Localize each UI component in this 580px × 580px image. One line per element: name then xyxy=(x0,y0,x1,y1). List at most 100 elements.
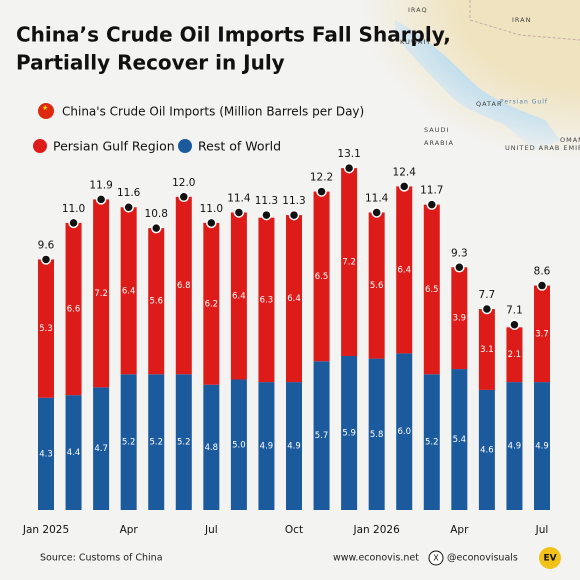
total-label: 12.2 xyxy=(310,172,333,184)
website: www.econovis.net xyxy=(333,553,419,564)
total-label: 11.6 xyxy=(117,187,141,199)
map-label: QATAR xyxy=(476,100,503,108)
map-label: ARABIA xyxy=(424,139,454,147)
total-label: 11.9 xyxy=(89,179,112,191)
bar-segment xyxy=(313,191,330,362)
total-dot xyxy=(509,319,520,330)
total-dot xyxy=(178,191,190,203)
bar-segment xyxy=(175,196,192,375)
value-label: 5.8 xyxy=(370,430,384,440)
total-dot xyxy=(536,280,548,291)
logo: EV xyxy=(543,554,556,564)
map-label: UNITED ARAB EMIRATES xyxy=(505,144,580,152)
bar-segment xyxy=(120,374,137,510)
bar-segment xyxy=(506,327,523,383)
total-label: 11.3 xyxy=(255,195,278,207)
bar-segment xyxy=(93,387,110,510)
bar-segment xyxy=(175,374,192,510)
total-label: 11.4 xyxy=(365,192,389,204)
source: Source: Customs of China xyxy=(40,553,163,564)
value-label: 5.2 xyxy=(149,438,163,448)
bar-segment xyxy=(286,215,302,383)
value-label: 4.4 xyxy=(67,448,81,458)
value-label: 5.7 xyxy=(315,431,329,441)
map-label: KUWAIT xyxy=(400,38,431,46)
total-dot xyxy=(150,222,162,234)
bar-segment xyxy=(38,259,54,398)
bar-segment xyxy=(396,186,413,354)
map xyxy=(360,0,580,160)
value-label: 5.0 xyxy=(232,440,246,450)
total-label: 10.8 xyxy=(145,208,168,220)
x-tick-label: Apr xyxy=(120,524,139,536)
x-tick-label: Jan 2026 xyxy=(353,524,401,536)
bar-segment xyxy=(203,384,220,510)
bar-segment xyxy=(341,168,358,357)
bar-segment xyxy=(93,199,110,388)
value-label: 5.2 xyxy=(177,438,191,448)
bar-segment xyxy=(230,379,247,510)
total-label: 11.7 xyxy=(420,185,443,197)
bar-segment xyxy=(65,395,82,510)
total-dot xyxy=(481,303,493,315)
value-label: 3.1 xyxy=(480,345,494,355)
value-label: 4.3 xyxy=(39,449,53,459)
title: China’s Crude Oil Imports Fall Sharply, xyxy=(16,23,451,47)
x-tick-label: Apr xyxy=(450,524,469,536)
total-dot xyxy=(371,207,382,218)
value-label: 3.7 xyxy=(535,329,549,339)
legend-label: Rest of World xyxy=(198,139,281,154)
total-dot xyxy=(123,201,134,213)
bar-segment xyxy=(286,382,302,510)
value-label: 5.9 xyxy=(342,429,356,439)
bar-segment xyxy=(341,356,358,510)
map-label: SAUDI xyxy=(424,126,449,134)
total-dot xyxy=(40,254,52,265)
value-label: 6.5 xyxy=(315,272,329,282)
value-label: 6.2 xyxy=(205,299,219,309)
bar-segment xyxy=(368,358,385,510)
bar-segment xyxy=(148,374,165,510)
value-label: 7.2 xyxy=(94,289,108,299)
bar-segment xyxy=(230,212,247,380)
bar-segment xyxy=(65,222,82,396)
total-dot xyxy=(454,262,465,273)
total-dot xyxy=(316,186,327,197)
x-tick-label: Jul xyxy=(535,524,549,536)
value-label: 5.2 xyxy=(122,438,136,448)
bar-segment xyxy=(451,267,468,370)
total-label: 11.3 xyxy=(282,195,305,207)
map-label: Persian Gulf xyxy=(500,99,548,106)
total-label: 7.7 xyxy=(479,289,496,301)
flag-icon xyxy=(38,103,54,119)
bar-segment xyxy=(313,361,330,510)
bar-segment xyxy=(368,212,385,359)
value-label: 6.8 xyxy=(177,281,191,291)
total-dot xyxy=(398,181,410,192)
total-label: 9.6 xyxy=(38,239,55,251)
total-label: 11.4 xyxy=(227,192,251,204)
map-label: OMAN xyxy=(560,136,580,144)
legend-swatch xyxy=(178,139,192,153)
map-label: IRAN xyxy=(512,16,531,24)
x-tick-label: Jan 2025 xyxy=(22,524,69,536)
value-label: 5.6 xyxy=(149,297,163,307)
value-label: 5.3 xyxy=(39,324,53,334)
bar-segment xyxy=(423,204,440,375)
value-label: 4.8 xyxy=(205,443,219,453)
total-label: 7.1 xyxy=(506,305,523,317)
total-label: 12.4 xyxy=(393,166,417,178)
value-label: 4.9 xyxy=(508,442,522,452)
bar-segment xyxy=(38,397,54,510)
total-dot xyxy=(206,217,217,229)
total-label: 11.0 xyxy=(200,203,223,215)
value-label: 3.9 xyxy=(453,314,467,324)
bar-segment xyxy=(203,222,220,385)
value-label: 6.0 xyxy=(397,427,411,437)
total-dot xyxy=(288,209,300,221)
bar-segment xyxy=(451,369,468,510)
x-icon-glyph: X xyxy=(433,554,439,563)
value-label: 6.4 xyxy=(122,286,136,296)
value-label: 2.1 xyxy=(508,350,522,360)
